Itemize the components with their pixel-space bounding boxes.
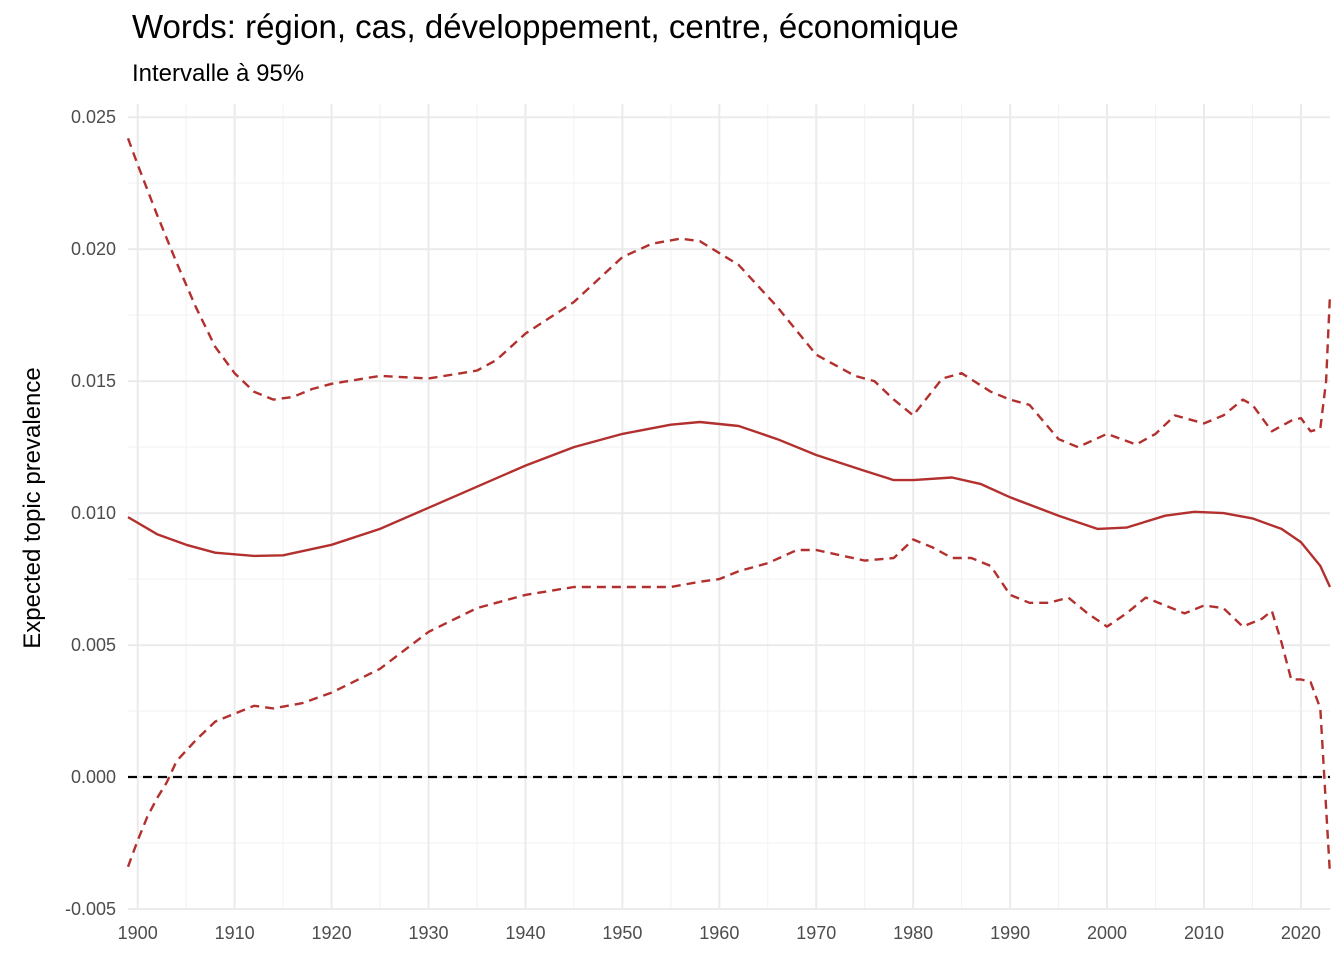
x-tick-label: 1990 (990, 923, 1030, 943)
y-tick-label: 0.025 (71, 107, 116, 127)
series-line-ci-2 (126, 538, 1332, 875)
y-tick-label: -0.005 (65, 899, 116, 919)
y-tick-label: 0.020 (71, 239, 116, 259)
x-tick-label: 1900 (118, 923, 158, 943)
y-tick-label: 0.000 (71, 767, 116, 787)
x-tick-label: 1970 (796, 923, 836, 943)
y-tick-label: 0.015 (71, 371, 116, 391)
y-axis-tick-labels: -0.005 0.000 0.005 0.010 0.015 0.020 0.025 (65, 107, 116, 919)
series-layer (126, 137, 1332, 875)
series-line-ci-1 (126, 137, 1332, 449)
y-tick-label: 0.010 (71, 503, 116, 523)
x-tick-label: 1980 (893, 923, 933, 943)
grid-minor (128, 104, 1330, 909)
chart-subtitle: Intervalle à 95% (132, 60, 305, 87)
x-tick-label: 2010 (1184, 923, 1224, 943)
x-tick-label: 1930 (408, 923, 448, 943)
x-axis-tick-labels: 1900 1910 1920 1930 1940 1950 1960 1970 1980 1990… (118, 923, 1321, 943)
x-tick-label: 1910 (215, 923, 255, 943)
x-tick-label: 1940 (505, 923, 545, 943)
x-tick-label: 1950 (602, 923, 642, 943)
x-tick-label: 2020 (1281, 923, 1321, 943)
grid-major (128, 104, 1330, 910)
x-tick-label: 2000 (1087, 923, 1127, 943)
x-tick-label: 1960 (699, 923, 739, 943)
series-line-estimate (127, 420, 1332, 588)
y-tick-label: 0.005 (71, 635, 116, 655)
x-tick-label: 1920 (312, 923, 352, 943)
y-axis-title: Expected topic prevalence (19, 367, 46, 649)
chart-title: Words: région, cas, développement, centr… (132, 8, 959, 45)
